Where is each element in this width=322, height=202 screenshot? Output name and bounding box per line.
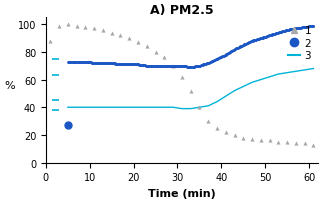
X-axis label: Time (min): Time (min) [148,188,216,198]
Y-axis label: %: % [4,81,15,90]
Legend: 1, 2, 3: 1, 2, 3 [284,22,315,65]
Title: A) PM2.5: A) PM2.5 [150,4,214,17]
